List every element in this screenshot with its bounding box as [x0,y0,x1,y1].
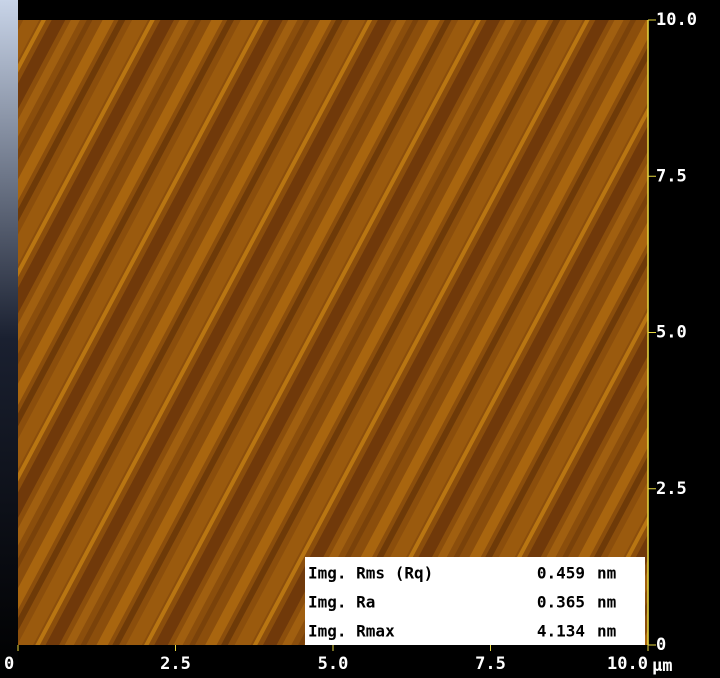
stat-value: 0.459 [537,564,585,583]
y-tick-label: 2.5 [656,479,687,499]
afm-view: 02.55.07.510.0μm02.55.07.510.0 Img. Rms … [0,0,720,678]
x-tick-label: 2.5 [160,654,191,674]
window-edge [0,0,18,678]
y-tick-label: 5.0 [656,323,687,343]
stat-unit: nm [597,564,617,583]
y-tick-label: 7.5 [656,166,687,186]
stat-unit: nm [597,593,617,612]
stat-label: Img. Ra [308,593,375,612]
stat-value: 0.365 [537,593,585,612]
afm-image [18,20,648,645]
stat-value: 4.134 [537,622,585,641]
y-tick-label: 10.0 [656,10,697,30]
x-tick-label: 5.0 [318,654,349,674]
x-unit: μm [652,656,672,676]
stat-label: Img. Rms (Rq) [308,564,433,583]
x-tick-label: 7.5 [475,654,506,674]
stat-label: Img. Rmax [308,622,395,641]
page: 02.55.07.510.0μm02.55.07.510.0 Img. Rms … [0,0,720,678]
x-tick-label: 10.0 [607,654,648,674]
stat-unit: nm [597,622,617,641]
y-tick-label: 0 [656,635,666,655]
x-tick-label: 0 [4,654,14,674]
